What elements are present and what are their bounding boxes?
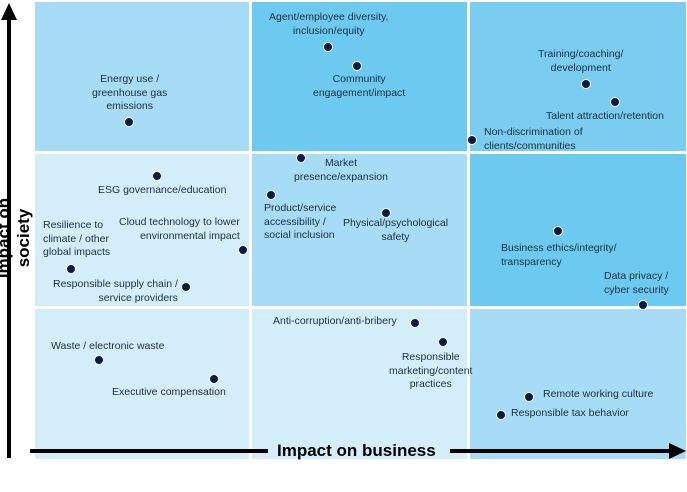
label-talent: Talent attraction/retention <box>546 110 664 122</box>
x-axis-arrowhead <box>669 443 686 459</box>
label-tax: Responsible tax behavior <box>511 407 629 419</box>
cell-high-business-high-society <box>470 2 686 151</box>
point-exec-comp <box>209 374 219 384</box>
point-supply-chain <box>181 282 191 292</box>
point-non-discrimination <box>467 135 477 145</box>
label-psych-safety: Physical/psychological safety <box>343 217 449 243</box>
point-talent <box>610 97 620 107</box>
point-energy <box>124 117 134 127</box>
point-anti-corruption <box>410 318 420 328</box>
label-community: Community engagement/impact <box>313 73 406 99</box>
cell-mid-business-high-society <box>252 2 467 151</box>
label-resilience: Resilience to climate / other global imp… <box>43 219 111 258</box>
cell-low-business-low-society <box>35 309 249 459</box>
label-responsible-marketing: Responsible marketing/content practices <box>389 351 473 390</box>
point-waste <box>94 355 104 365</box>
label-energy: Energy use / greenhouse gas emissions <box>92 73 168 112</box>
cell-mid-business-mid-society <box>252 154 467 306</box>
point-market <box>296 153 306 163</box>
point-training <box>581 79 591 89</box>
label-data-privacy: Data privacy / cyber security <box>604 270 669 296</box>
point-community <box>352 61 362 71</box>
label-market: Market presence/expansion <box>294 157 388 183</box>
point-product-access <box>266 190 276 200</box>
y-axis-arrowhead <box>1 3 17 20</box>
label-cloud: Cloud technology to lower environmental … <box>119 216 240 242</box>
label-anti-corruption: Anti-corruption/anti-bribery <box>273 315 397 327</box>
y-axis-title: Impact on society <box>0 197 33 279</box>
label-waste: Waste / electronic waste <box>51 340 165 352</box>
x-axis-title: Impact on business <box>277 441 436 460</box>
label-product-access: Product/service accessibility / social i… <box>264 202 337 241</box>
label-exec-comp: Executive compensation <box>112 386 226 398</box>
label-business-ethics: Business ethics/integrity/ transparency <box>501 242 617 268</box>
point-agent-diversity <box>323 42 333 52</box>
cell-low-business-mid-society <box>35 154 249 306</box>
label-non-discrimination: Non-discrimination of clients/communitie… <box>484 126 583 152</box>
point-remote-work <box>524 392 534 402</box>
point-cloud <box>238 245 248 255</box>
point-tax <box>496 410 506 420</box>
cell-low-business-high-society <box>35 2 249 151</box>
label-agent-diversity: Agent/employee diversity, inclusion/equi… <box>269 11 389 37</box>
cell-high-business-mid-society <box>470 154 686 306</box>
label-training: Training/coaching/ development <box>538 48 624 74</box>
point-resilience <box>66 264 76 274</box>
point-responsible-marketing <box>438 337 448 347</box>
cell-high-business-low-society <box>470 309 686 459</box>
cell-mid-business-low-society <box>252 309 467 459</box>
label-esg: ESG governance/education <box>98 184 227 196</box>
point-data-privacy <box>638 300 648 310</box>
point-business-ethics <box>553 226 563 236</box>
label-remote-work: Remote working culture <box>543 388 654 400</box>
point-psych-safety <box>381 208 391 218</box>
label-supply-chain: Responsible supply chain / service provi… <box>53 278 178 304</box>
point-esg <box>152 171 162 181</box>
